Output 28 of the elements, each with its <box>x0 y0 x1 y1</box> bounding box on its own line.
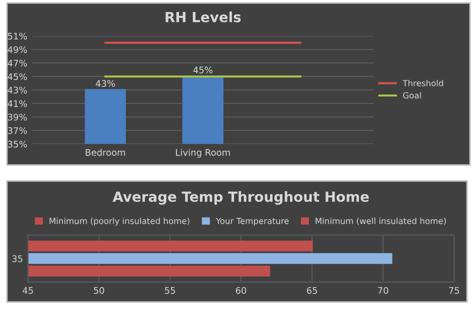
y-tick-label: 35% <box>8 140 27 148</box>
data-label: 45% <box>193 66 212 74</box>
y-tick-label: 51% <box>8 32 27 40</box>
y-tick-label: 45% <box>8 73 27 80</box>
y-tick-label: 39% <box>8 114 27 121</box>
legend-label: Threshold <box>402 80 443 86</box>
x-tick-label: 60 <box>236 287 246 294</box>
x-tick-label: Living Room <box>176 148 230 158</box>
x-tick-label: Bedroom <box>86 148 126 156</box>
x-tick-label: 55 <box>164 287 175 294</box>
y-tick-label: 37% <box>8 127 27 134</box>
legend-label: Minimum (poorly insulated home) <box>50 218 190 226</box>
x-tick-label: 75 <box>449 287 460 294</box>
x-tick-label: 65 <box>306 287 318 294</box>
x-tick-label: 45 <box>22 287 33 294</box>
chart-title: RH Levels <box>166 12 241 22</box>
x-tick-label: 50 <box>94 287 104 294</box>
legend-label: Your Temperature <box>216 218 289 226</box>
legend-label: Goal <box>403 92 421 99</box>
x-tick-label: 70 <box>378 287 388 294</box>
y-tick-label: 49% <box>8 46 27 54</box>
chart-title: Average Temp Throughout Home <box>112 191 369 205</box>
y-tick-label: 43% <box>8 86 27 94</box>
y-tick-label: 47% <box>8 60 27 67</box>
legend-label: Minimum (well insulated home) <box>316 218 446 226</box>
y-tick-label: 41% <box>8 100 27 108</box>
y-tick-label: 35 <box>12 255 22 262</box>
data-label: 43% <box>96 80 115 87</box>
